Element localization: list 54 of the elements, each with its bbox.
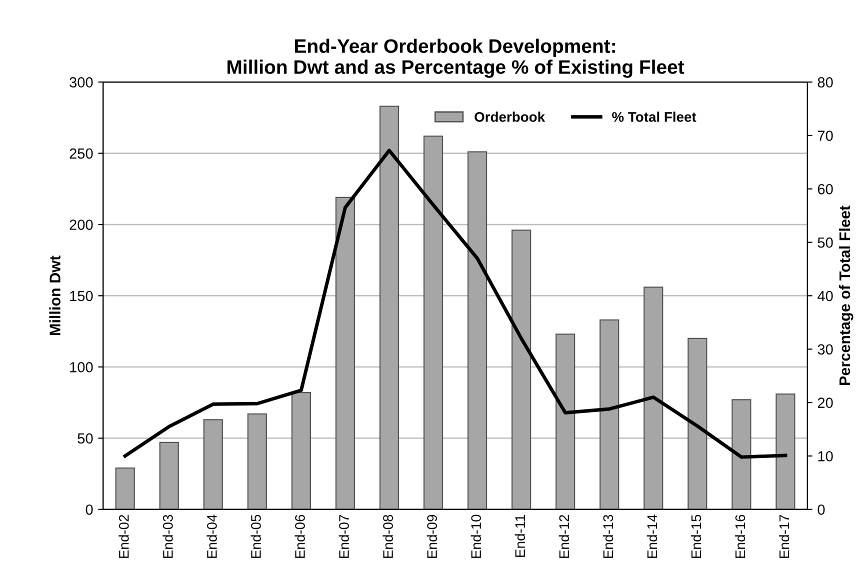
y-tick-label: 150 — [70, 290, 93, 302]
bar — [600, 319, 620, 510]
bar — [688, 338, 708, 510]
x-tick-label: End-10 — [470, 514, 482, 558]
y2-tick-label: 70 — [818, 130, 833, 141]
line-series — [123, 148, 788, 459]
x-tick-label: End-14 — [646, 514, 658, 558]
x-tick-label: End-11 — [514, 514, 526, 557]
bar — [644, 286, 664, 510]
x-tick-label: End-05 — [250, 514, 261, 558]
x-tick-label: End-15 — [690, 514, 702, 558]
x-tick-label: End-06 — [294, 514, 305, 558]
bar — [512, 230, 532, 510]
y2-tick-label: 40 — [818, 290, 833, 302]
bar — [247, 413, 267, 510]
legend-label: % Total Fleet — [612, 112, 696, 122]
x-tick-label: End-09 — [426, 514, 437, 558]
x-tick-label: End-08 — [382, 514, 393, 558]
x-tick-label: End-17 — [778, 514, 790, 558]
y-tick-label: 300 — [70, 77, 93, 88]
y-tick-label: 200 — [70, 220, 93, 230]
bar — [732, 399, 752, 510]
x-tick-label: End-03 — [162, 514, 173, 558]
y2-tick-label: 80 — [818, 77, 833, 88]
x-tick-label: End-12 — [558, 514, 570, 558]
bar — [291, 392, 311, 510]
y-tick-label: 100 — [70, 362, 93, 372]
x-tick-label: End-04 — [206, 514, 217, 558]
y-tick-label: 0 — [86, 504, 93, 515]
y2-tick-label: 10 — [818, 451, 833, 462]
x-tick-label: End-07 — [338, 514, 349, 558]
y2-tick-label: 60 — [818, 184, 833, 194]
bar — [467, 151, 488, 510]
y2-tick-label: 50 — [818, 237, 833, 248]
bar — [556, 334, 576, 510]
x-tick-label: End-13 — [602, 514, 614, 558]
y-tick-label: 50 — [78, 433, 93, 444]
y2-axis-title: Percentage of Total Fleet — [838, 206, 854, 385]
bar — [115, 468, 135, 510]
chart-title: End-Year Orderbook Development: Million Dwt and as Percentage % of Existing Fleet — [228, 38, 684, 78]
bar — [159, 442, 179, 510]
bar — [203, 419, 223, 510]
x-tick-label: End-16 — [734, 514, 746, 558]
y-axis-title: Million Dwt — [49, 256, 60, 336]
y-tick-label: 250 — [70, 148, 93, 159]
y2-tick-label: 30 — [818, 344, 833, 355]
bar — [776, 393, 796, 510]
y2-tick-label: 0 — [818, 504, 825, 515]
legend-label: Orderbook — [474, 112, 546, 122]
x-tick-label: End-02 — [118, 514, 129, 558]
y2-tick-label: 20 — [818, 398, 833, 408]
bar — [335, 196, 356, 510]
bar — [379, 106, 400, 510]
bar — [423, 136, 444, 510]
